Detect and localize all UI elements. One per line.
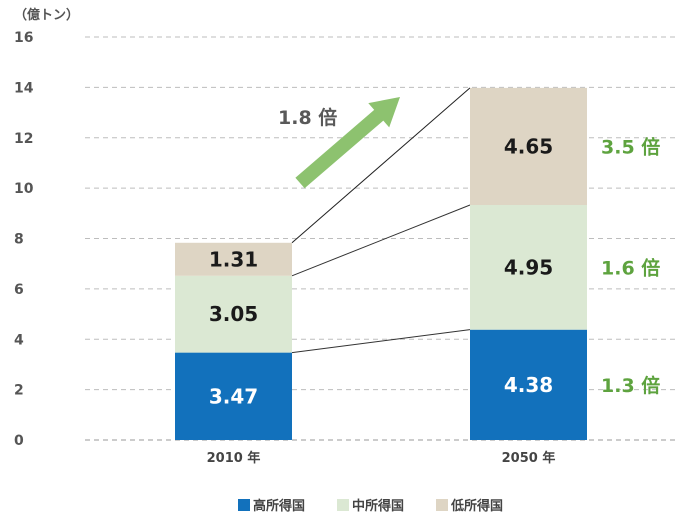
gridlines xyxy=(85,36,678,441)
x-category-label: 2010 年 xyxy=(207,450,261,466)
y-tick-label: 16 xyxy=(14,30,33,46)
legend-swatch xyxy=(238,499,250,511)
bars xyxy=(175,87,587,440)
multiplier-labels: 1.3 倍 1.6 倍 3.5 倍 xyxy=(601,135,660,396)
growth-multiplier-label: 3.5 倍 xyxy=(601,135,660,158)
bar-segment xyxy=(470,205,587,330)
y-tick-label: 2 xyxy=(14,383,24,399)
bar-segment xyxy=(470,87,587,206)
total-growth-label: 1.8 倍 xyxy=(278,106,337,129)
growth-arrow-group: 1.8 倍 xyxy=(278,97,400,189)
legend-swatch xyxy=(436,499,448,511)
legend-label: 低所得国 xyxy=(450,498,503,514)
y-axis-ticks: 0 2 4 6 8 10 12 14 16 xyxy=(14,30,34,449)
bar-segment xyxy=(175,242,292,276)
legend-swatch xyxy=(337,499,349,511)
bar-segment xyxy=(175,275,292,353)
connector-line xyxy=(291,87,471,244)
growth-multiplier-label: 1.6 倍 xyxy=(601,256,660,279)
bar-value-label: 4.38 xyxy=(504,373,553,397)
x-category-label: 2050 年 xyxy=(502,450,556,466)
bar-value-label: 3.47 xyxy=(209,384,258,408)
bar-value-label: 4.65 xyxy=(504,134,553,158)
y-tick-label: 8 xyxy=(14,232,24,248)
connector-line xyxy=(291,204,471,277)
bar-value-label: 1.31 xyxy=(209,247,258,271)
y-tick-label: 10 xyxy=(14,181,34,197)
y-axis-unit-label: （億トン） xyxy=(14,7,79,23)
legend-label: 中所得国 xyxy=(352,498,404,514)
y-tick-label: 0 xyxy=(14,433,24,449)
legend-label: 高所得国 xyxy=(253,498,305,514)
data-labels: 3.47 3.05 1.31 4.38 4.95 4.65 xyxy=(209,134,553,408)
bar-segment xyxy=(175,352,292,440)
y-tick-label: 6 xyxy=(14,282,24,298)
growth-multiplier-label: 1.3 倍 xyxy=(601,374,660,397)
y-tick-label: 4 xyxy=(14,332,24,348)
y-tick-label: 14 xyxy=(14,80,34,96)
growth-arrow-icon xyxy=(295,97,400,189)
connector-lines xyxy=(291,87,471,354)
bar-segment xyxy=(470,329,587,440)
bar-value-label: 3.05 xyxy=(209,302,258,326)
bar-value-label: 4.95 xyxy=(504,255,553,279)
x-axis-categories: 2010 年 2050 年 xyxy=(207,450,556,466)
connector-line xyxy=(291,329,471,354)
y-tick-label: 12 xyxy=(14,131,33,147)
legend: 高所得国 中所得国 低所得国 xyxy=(238,498,503,514)
